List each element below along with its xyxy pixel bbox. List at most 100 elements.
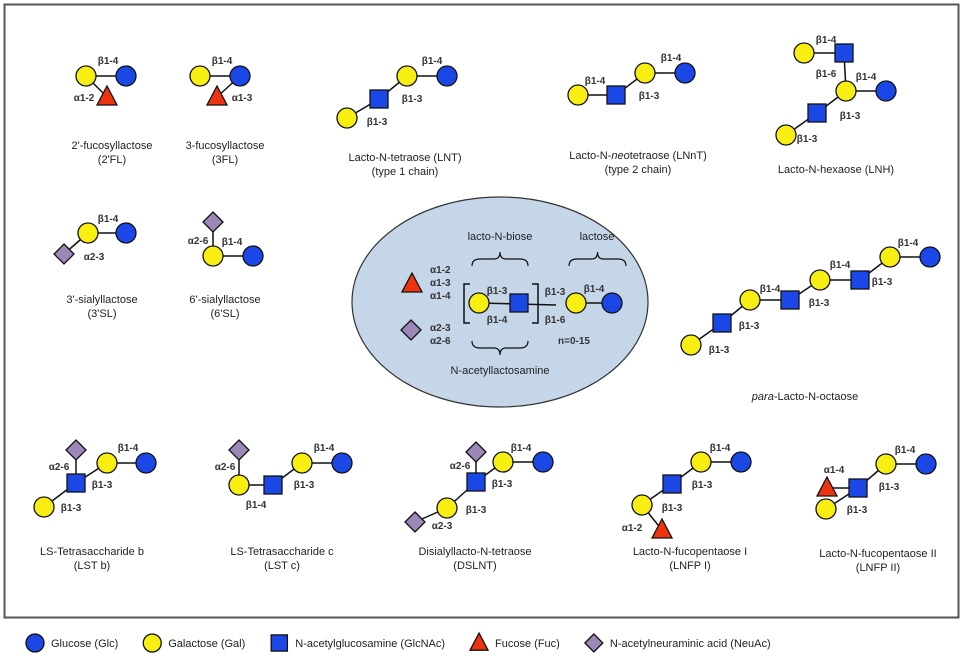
linkage-label: α2-6 <box>215 462 236 473</box>
linkage-label: α2-6 <box>188 236 209 247</box>
fucose-linkage-label: α1-2 <box>430 265 451 276</box>
galactose-icon <box>690 451 712 473</box>
galactose-icon <box>142 633 162 653</box>
n-acetylneuraminic-acid-icon <box>400 319 422 341</box>
galactose-icon <box>202 245 224 267</box>
linkage-label: β1-6 <box>816 69 837 80</box>
galactose-icon <box>739 289 761 311</box>
galactose-icon <box>75 65 97 87</box>
glucose-icon <box>115 222 137 244</box>
galactose-icon <box>835 80 857 102</box>
n-acetylneuraminic-acid-icon <box>65 439 87 461</box>
fucose-icon <box>468 631 490 651</box>
fucose-icon <box>95 84 119 106</box>
n-acetylglucosamine-icon <box>606 85 626 105</box>
linkage-label: β1-4 <box>314 443 335 454</box>
linkage-label: β1-4 <box>830 260 851 271</box>
structure-name: LS-Tetrasaccharide c <box>230 546 334 558</box>
glucose-icon <box>25 633 45 653</box>
galactose-icon <box>228 474 250 496</box>
linkage-label: β1-4 <box>118 443 139 454</box>
glucose-icon <box>331 452 353 474</box>
repeat-linkage-label: β1-4 <box>487 315 508 326</box>
linkage-label: β1-4 <box>710 443 731 454</box>
glucose-icon <box>915 453 937 475</box>
linkage-label: β1-3 <box>847 505 868 516</box>
structure-name: (3'SL) <box>88 308 117 320</box>
linkage-label: β1-4 <box>511 443 532 454</box>
linkage-label: β1-4 <box>895 445 916 456</box>
galactose-icon <box>77 222 99 244</box>
structure-name: Disialyllacto-N-tetraose <box>418 546 531 558</box>
linkage-label: β1-3 <box>739 321 760 332</box>
linkage-label: β1-3 <box>872 277 893 288</box>
galactose-icon <box>775 124 797 146</box>
linkage-label: α1-2 <box>74 93 95 104</box>
linkage-label: α2-6 <box>450 461 471 472</box>
n-acetylneuraminic-acid-icon <box>228 439 250 461</box>
fucose-icon <box>815 475 839 497</box>
structure-name: (6'SL) <box>211 308 240 320</box>
structure-name: (LST b) <box>74 560 110 572</box>
n-acetyllactosamine-brace <box>471 340 529 356</box>
galactose-icon <box>189 65 211 87</box>
glucose-icon <box>532 451 554 473</box>
core-structure-ellipse <box>351 196 649 408</box>
linkage-label: β1-3 <box>492 479 513 490</box>
glucose-icon <box>674 62 696 84</box>
linkage-label: β1-3 <box>709 345 730 356</box>
glucose-icon <box>601 292 623 314</box>
linkage-label: β1-3 <box>692 480 713 491</box>
glucose-icon <box>229 65 251 87</box>
legend-item-glcnac: N-acetylglucosamine (GlcNAc) <box>270 634 445 652</box>
galactose-icon <box>396 65 418 87</box>
legend-label: N-acetylglucosamine (GlcNAc) <box>295 638 445 650</box>
repeat-linkage-label: β1-3 <box>487 286 508 297</box>
repeat-bracket-right <box>532 283 539 324</box>
linkage-label: α1-2 <box>622 523 643 534</box>
legend-item-gal: Galactose (Gal) <box>142 633 245 653</box>
linkage-label: β1-4 <box>98 214 119 225</box>
n-acetylneuraminic-acid-icon <box>583 633 604 653</box>
galactose-icon <box>492 451 514 473</box>
structure-name: Lacto-N-neotetraose (LNnT) <box>569 150 707 162</box>
linkage-label: β1-4 <box>98 56 119 67</box>
glucose-icon <box>875 80 897 102</box>
structure-name: (LST c) <box>264 560 300 572</box>
linkage-label: β1-3 <box>367 117 388 128</box>
linkage-label: β1-3 <box>466 505 487 516</box>
galactose-icon <box>809 269 831 291</box>
structure-name: Lacto-N-fucopentaose I <box>633 546 747 558</box>
n-acetylneuraminic-acid-icon <box>53 243 75 265</box>
n-acetylneuraminic-acid-icon <box>465 441 487 463</box>
galactose-icon <box>33 496 55 518</box>
galactose-icon <box>680 334 702 356</box>
branch-linkage-label: β1-6 <box>545 315 566 326</box>
structure-name: Lacto-N-tetraose (LNT) <box>348 152 461 164</box>
structure-name: Lacto-N-hexaose (LNH) <box>778 164 894 176</box>
galactose-icon <box>336 107 358 129</box>
linkage-label: β1-4 <box>212 56 233 67</box>
linkage-label: β1-3 <box>662 503 683 514</box>
structure-name: para-Lacto-N-octaose <box>751 391 858 403</box>
structure-name: LS-Tetrasaccharide b <box>40 546 144 558</box>
structure-name: (LNFP I) <box>669 560 710 572</box>
lactose-linkage-label: β1-4 <box>584 284 605 295</box>
structure-name: (DSLNT) <box>453 560 496 572</box>
structure-name: 3-fucosyllactose <box>186 140 265 152</box>
legend-item-glc: Glucose (Glc) <box>25 633 118 653</box>
fucose-linkage-label: α1-3 <box>430 278 451 289</box>
sialic-linkage-label: α2-3 <box>430 323 451 334</box>
galactose-icon <box>436 497 458 519</box>
linkage-label: α2-3 <box>432 521 453 532</box>
fucose-icon <box>205 84 229 106</box>
n-acetylneuraminic-acid-icon <box>404 511 426 533</box>
structure-name: 6'-sialyllactose <box>189 294 260 306</box>
galactose-icon <box>793 42 815 64</box>
galactose-icon <box>815 498 837 520</box>
linkage-label: α1-4 <box>824 465 845 476</box>
n-acetylglucosamine-icon <box>662 474 682 494</box>
lactose-brace <box>568 251 627 267</box>
n-acetylglucosamine-icon <box>848 478 868 498</box>
